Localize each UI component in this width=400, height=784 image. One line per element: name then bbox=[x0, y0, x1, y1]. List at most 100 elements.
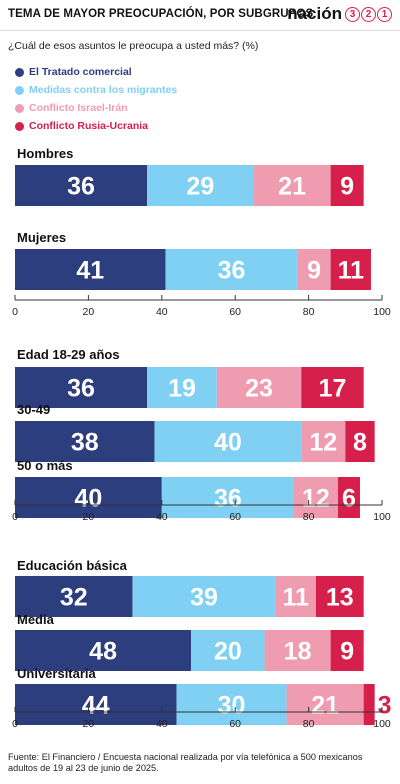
data-label: 41 bbox=[76, 257, 104, 285]
bar-segment bbox=[337, 477, 360, 518]
x-tick-label: 60 bbox=[229, 306, 241, 318]
data-label: 19 bbox=[168, 375, 196, 403]
data-label: 9 bbox=[340, 173, 354, 201]
bar-segment bbox=[15, 477, 162, 518]
x-tick-label: 20 bbox=[83, 306, 95, 318]
bar-segment bbox=[301, 367, 364, 408]
legend-item-israel: Conflicto Israel-Irán bbox=[15, 99, 177, 117]
data-label: 39 bbox=[190, 584, 218, 612]
bar-segment bbox=[15, 421, 155, 462]
x-tick-label: 100 bbox=[373, 511, 391, 523]
bar-segment bbox=[15, 630, 192, 671]
data-label: 23 bbox=[245, 375, 273, 403]
row-label: 30-49 bbox=[17, 402, 50, 417]
data-label: 40 bbox=[74, 485, 102, 513]
chart-title: TEMA DE MAYOR PREOCUPACIÓN, POR SUBGRUPO… bbox=[8, 8, 314, 20]
bar-segment bbox=[176, 684, 287, 725]
data-label: 11 bbox=[283, 584, 310, 612]
legend-label-rusia: Conflicto Rusia-Ucrania bbox=[29, 120, 149, 132]
x-tick-label: 80 bbox=[303, 718, 315, 730]
row-label: Educación básica bbox=[17, 558, 128, 573]
x-tick-label: 40 bbox=[156, 306, 168, 318]
legend-item-rusia: Conflicto Rusia-Ucrania bbox=[15, 117, 177, 135]
data-label: 36 bbox=[67, 375, 95, 403]
data-label: 44 bbox=[82, 692, 110, 720]
x-tick-label: 0 bbox=[12, 718, 18, 730]
bar-segment bbox=[253, 165, 331, 206]
row-label: Hombres bbox=[17, 146, 73, 161]
bar-segment bbox=[330, 165, 364, 206]
legend-label-migrantes: Medidas contra los migrantes bbox=[29, 84, 178, 96]
x-tick-label: 20 bbox=[83, 718, 95, 730]
x-tick-label: 40 bbox=[156, 511, 168, 523]
data-label: 3 bbox=[378, 692, 392, 720]
bar-segment bbox=[315, 576, 364, 617]
x-tick-label: 80 bbox=[303, 306, 315, 318]
x-tick-label: 0 bbox=[12, 306, 18, 318]
survey-question: ¿Cuál de esos asuntos le preocupa a uste… bbox=[8, 40, 259, 52]
brand-word: nación bbox=[287, 4, 342, 23]
data-label: 17 bbox=[319, 375, 347, 403]
row-label: Universitaria bbox=[17, 666, 97, 681]
legend-item-migrantes: Medidas contra los migrantes bbox=[15, 81, 177, 99]
row-label: Mujeres bbox=[17, 230, 66, 245]
legend-label-tratado: El Tratado comercial bbox=[29, 66, 132, 78]
bar-segment bbox=[330, 630, 364, 671]
legend-swatch-rusia bbox=[15, 121, 24, 131]
x-tick-label: 20 bbox=[83, 511, 95, 523]
bar-segment bbox=[15, 249, 166, 290]
bar-segment bbox=[154, 421, 302, 462]
bar-segment bbox=[132, 576, 276, 617]
brand-logo: nación 3 2 1 bbox=[287, 4, 392, 24]
data-label: 36 bbox=[67, 173, 95, 201]
data-label: 18 bbox=[284, 638, 312, 666]
data-label: 21 bbox=[311, 692, 339, 720]
data-label: 36 bbox=[214, 485, 242, 513]
bar-segment bbox=[191, 630, 265, 671]
data-label: 40 bbox=[214, 429, 242, 457]
bar-segment bbox=[297, 249, 331, 290]
bar-segment bbox=[15, 684, 177, 725]
bar-segment bbox=[15, 576, 133, 617]
bar-segment bbox=[147, 165, 254, 206]
bar-segment bbox=[301, 421, 346, 462]
bar-segment bbox=[15, 367, 148, 408]
row-label: 50 o más bbox=[17, 458, 73, 473]
data-label: 48 bbox=[89, 638, 117, 666]
footnote: Fuente: El Financiero / Encuesta naciona… bbox=[8, 752, 363, 773]
x-tick-label: 60 bbox=[229, 511, 241, 523]
bar-segment bbox=[286, 684, 364, 725]
data-label: 6 bbox=[342, 485, 356, 513]
data-label: 12 bbox=[302, 485, 330, 513]
data-label: 38 bbox=[71, 429, 99, 457]
data-label: 21 bbox=[278, 173, 306, 201]
legend: El Tratado comercial Medidas contra los … bbox=[15, 63, 177, 135]
x-tick-label: 0 bbox=[12, 511, 18, 523]
bar-segment bbox=[147, 367, 217, 408]
data-label: 11 bbox=[338, 257, 365, 285]
x-tick-label: 80 bbox=[303, 511, 315, 523]
legend-swatch-migrantes bbox=[15, 85, 24, 95]
legend-swatch-tratado bbox=[15, 67, 24, 77]
data-label: 20 bbox=[214, 638, 242, 666]
data-label: 13 bbox=[326, 584, 354, 612]
row-label: Edad 18-29 años bbox=[17, 347, 120, 362]
data-label: 36 bbox=[218, 257, 246, 285]
data-label: 29 bbox=[186, 173, 214, 201]
bar-segment bbox=[216, 367, 302, 408]
bar-segment bbox=[15, 165, 148, 206]
legend-label-israel: Conflicto Israel-Irán bbox=[29, 102, 128, 114]
brand-digit-1: 3 bbox=[345, 6, 360, 22]
bar-segment bbox=[330, 249, 371, 290]
data-label: 8 bbox=[353, 429, 367, 457]
header-bar: TEMA DE MAYOR PREOCUPACIÓN, POR SUBGRUPO… bbox=[0, 0, 400, 31]
bar-segment bbox=[293, 477, 338, 518]
x-tick-label: 40 bbox=[156, 718, 168, 730]
x-tick-label: 100 bbox=[373, 718, 391, 730]
data-label: 9 bbox=[307, 257, 321, 285]
data-label: 30 bbox=[218, 692, 246, 720]
data-label: 12 bbox=[309, 429, 337, 457]
brand-digit-2: 2 bbox=[361, 6, 376, 22]
legend-swatch-israel bbox=[15, 103, 24, 113]
